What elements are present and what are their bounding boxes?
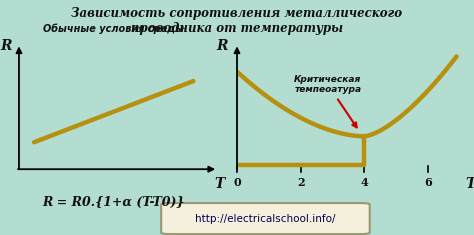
Text: 6: 6 bbox=[424, 177, 432, 188]
Text: Зависимость сопротивления металлического
проводника от температуры: Зависимость сопротивления металлического… bbox=[72, 7, 402, 35]
Text: 2: 2 bbox=[297, 177, 304, 188]
Text: R = R0.{1+α (T-T0)}: R = R0.{1+α (T-T0)} bbox=[43, 196, 185, 209]
FancyBboxPatch shape bbox=[161, 203, 370, 234]
Text: R: R bbox=[0, 39, 11, 53]
Text: 0: 0 bbox=[233, 177, 241, 188]
Text: Обычные условия среды: Обычные условия среды bbox=[43, 24, 184, 34]
Text: http://electricalschool.info/: http://electricalschool.info/ bbox=[195, 214, 336, 223]
Text: Критическая
темпеоатура: Критическая темпеоатура bbox=[294, 75, 362, 127]
Text: R: R bbox=[217, 39, 228, 53]
Text: 4: 4 bbox=[360, 177, 368, 188]
Text: T: T bbox=[215, 177, 225, 192]
Text: T: T bbox=[466, 177, 474, 192]
